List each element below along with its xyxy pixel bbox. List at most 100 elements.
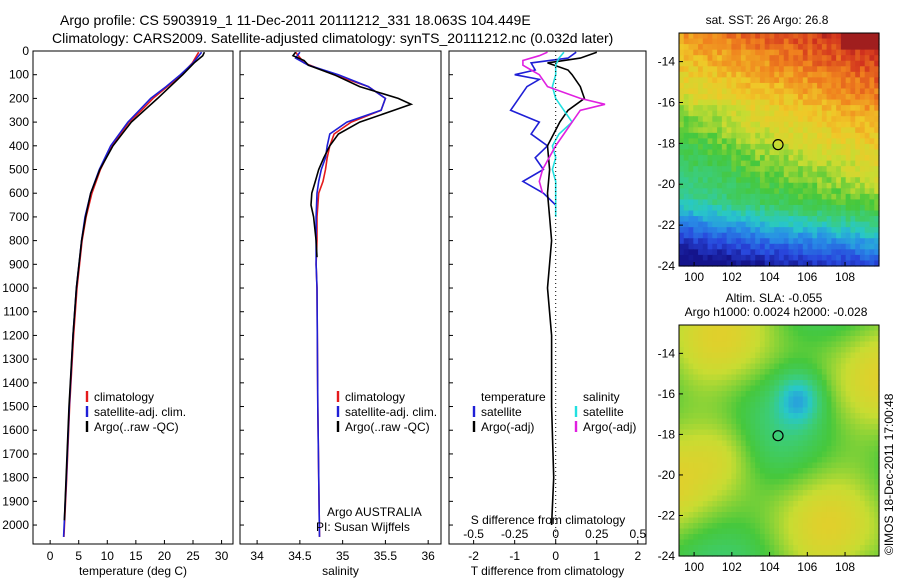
sla-map-cell	[721, 490, 728, 497]
sla-map-cell	[821, 517, 828, 524]
sst-map-cell	[750, 216, 756, 223]
sla-map-cell	[712, 407, 718, 414]
sla-map-cell	[755, 512, 761, 519]
sst-map-cell	[855, 55, 861, 62]
sst-map-cell	[769, 260, 775, 267]
sla-map-cell	[855, 374, 861, 381]
sst-map-cell	[698, 77, 704, 84]
sla-map-cell	[826, 523, 832, 530]
sst-map-cell	[717, 160, 723, 167]
sla-map-cell	[840, 490, 847, 497]
sst-map-cell	[683, 55, 690, 62]
sla-map-cell	[702, 407, 709, 414]
sla-map-cell	[831, 517, 837, 524]
sla-map-cell	[721, 550, 728, 557]
sla-map-cell	[874, 341, 880, 348]
sst-map-cell	[717, 188, 723, 195]
sla-map-cell	[859, 424, 866, 431]
sla-map-cell	[788, 347, 794, 354]
sst-map-cell	[874, 227, 880, 234]
sst-map-cell	[736, 66, 742, 73]
sst-map-cell	[702, 55, 709, 62]
sla-map-cell	[759, 429, 766, 436]
sst-map-cell	[769, 82, 775, 90]
sst-map-argo-marker	[772, 139, 784, 151]
sla-map-cell	[869, 396, 875, 403]
sla-map-cell	[726, 512, 732, 519]
sla-map-cell	[821, 440, 828, 447]
sla-map-cell	[821, 385, 828, 392]
sla-map-cell	[707, 341, 713, 348]
sst-map-cell	[726, 77, 732, 84]
sst-map-cell	[807, 210, 813, 217]
sla-map-cell	[855, 484, 861, 491]
sst-map-cell	[812, 210, 818, 217]
sla-map-cell	[693, 374, 699, 381]
sst-map-cell	[788, 166, 794, 173]
sla-map-cell	[859, 418, 866, 425]
sla-map-cell	[712, 402, 718, 409]
sla-map-cell	[769, 506, 775, 513]
temperature-profile-ytick-label: 1000	[2, 281, 29, 295]
sst-map-cell	[750, 55, 756, 62]
sla-map-cell	[693, 523, 699, 530]
sla-map-cell	[798, 539, 804, 546]
sla-map-cell	[788, 468, 794, 475]
sla-map-cell	[845, 457, 852, 464]
sla-map-cell	[688, 418, 694, 425]
sst-map-cell	[817, 254, 823, 262]
sla-map-cell	[721, 523, 728, 530]
sst-map-cell	[759, 232, 766, 239]
sst-map-cell	[793, 82, 799, 90]
sla-map-cell	[683, 501, 690, 508]
sst-map-cell	[788, 38, 794, 45]
sst-map-cell	[707, 132, 713, 140]
sla-map-cell	[693, 468, 699, 475]
sla-map-cell	[779, 341, 785, 348]
sst-map-cell	[864, 121, 871, 128]
sst-map-cell	[698, 260, 704, 267]
sst-map-cell	[840, 127, 847, 134]
sla-map-cell	[764, 352, 771, 359]
sst-map-cell	[740, 238, 747, 245]
sla-map-cell	[798, 534, 804, 541]
sst-map-cell	[874, 238, 880, 245]
diff-legend-label: satellite	[583, 405, 624, 419]
sla-map-cell	[750, 330, 756, 337]
sst-map-cell	[864, 193, 871, 201]
sst-map-cell	[812, 94, 818, 101]
sst-map-cell	[826, 227, 832, 234]
argo-pi-annotation: PI: Susan Wijffels	[316, 520, 410, 534]
sla-map-cell	[745, 457, 752, 464]
sst-map-cell	[826, 44, 832, 51]
sla-map-cell	[702, 528, 709, 535]
sla-map-cell	[812, 501, 818, 508]
sla-map-cell	[721, 325, 728, 332]
sst-map-cell	[836, 182, 842, 189]
sla-map-cell	[745, 352, 752, 359]
sst-map-cell	[712, 182, 718, 189]
sst-map-cell	[802, 199, 809, 206]
sst-map-cell	[769, 44, 775, 51]
sla-map-cell	[850, 374, 856, 381]
sst-map-cell	[759, 188, 766, 195]
sst-map-cell	[736, 260, 742, 267]
sla-map-cell	[793, 424, 799, 431]
sla-map-cell	[788, 330, 794, 337]
sla-map-cell	[836, 517, 842, 524]
sst-map-cell	[707, 166, 713, 173]
sla-map-cell	[869, 424, 875, 431]
sla-map-cell	[845, 363, 852, 370]
sla-map-cell	[864, 336, 871, 343]
sst-map-cell	[707, 204, 713, 212]
sla-map-cell	[874, 429, 880, 436]
sst-map-cell	[702, 199, 709, 206]
sst-map-cell	[874, 77, 880, 84]
sla-map-cell	[802, 391, 809, 398]
sst-map-cell	[840, 204, 847, 212]
sst-map-cell	[702, 227, 709, 234]
sla-map-cell	[869, 545, 875, 552]
sla-map-cell	[859, 451, 866, 458]
sla-map-cell	[783, 369, 790, 376]
sla-map-cell	[726, 501, 732, 508]
